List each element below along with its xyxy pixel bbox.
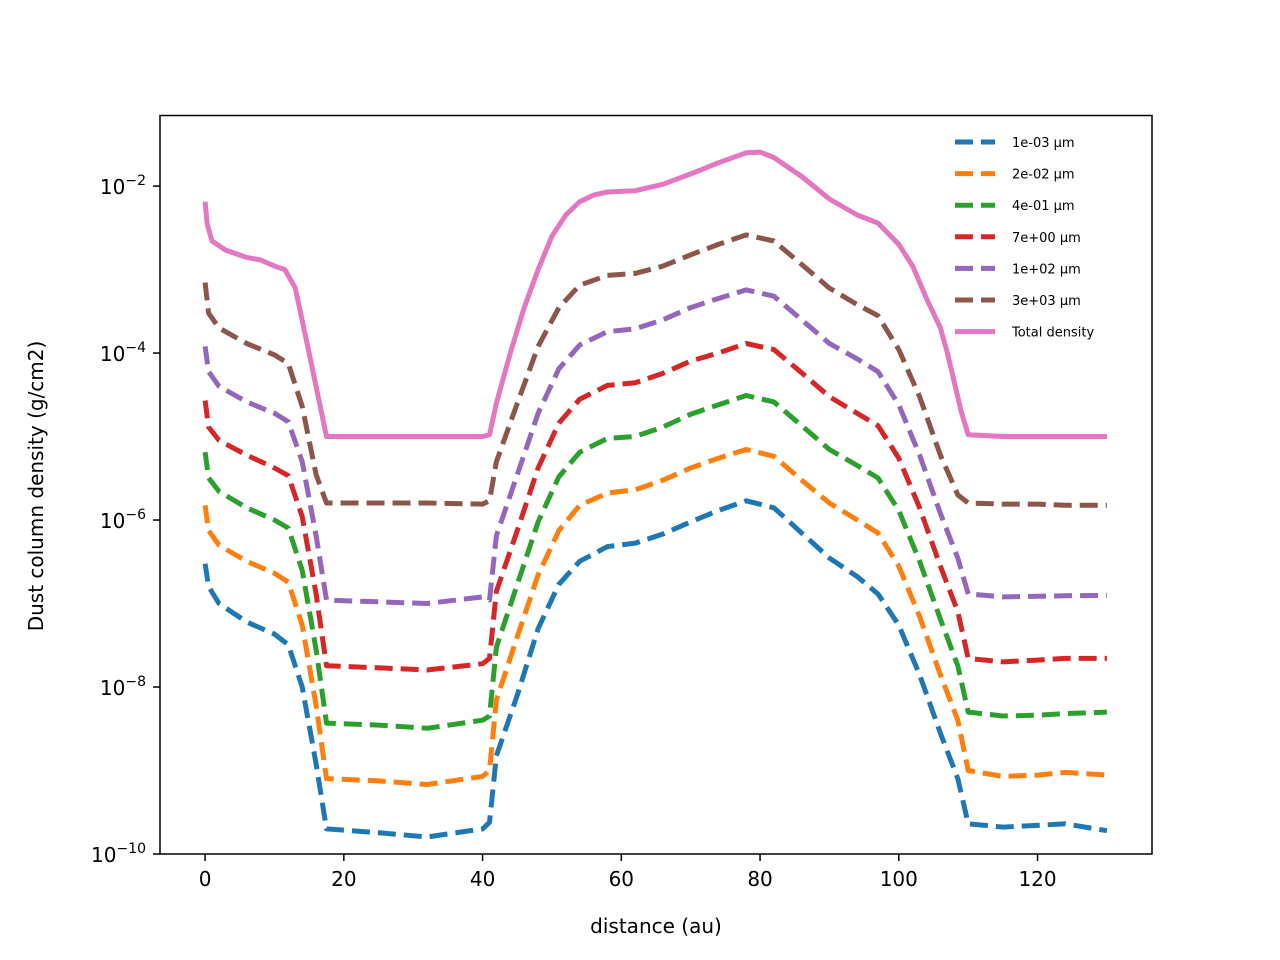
series-line-1 <box>202 447 1108 787</box>
legend: 1e-03 μm 2e-02 μm 4e-01 μm 7e+00 μm 1e+02 μm… <box>955 136 1094 341</box>
x-axis-ticks: 0 20 40 60 80 100 120 <box>199 854 1057 891</box>
legend-label-1: 2e-02 μm <box>1012 168 1075 183</box>
series-line-3 <box>202 341 1107 673</box>
y-tick-label: 10−2 <box>100 173 146 199</box>
legend-label-6: Total density <box>1011 326 1094 341</box>
y-axis-label: Dust column density (g/cm2) <box>24 341 48 632</box>
x-tick-label: 80 <box>747 867 772 891</box>
y-axis-ticks: 10−10 10−8 10−6 10−4 10−2 <box>91 173 160 867</box>
x-axis-label: distance (au) <box>590 914 722 938</box>
x-tick-label: 40 <box>470 867 495 891</box>
series-line-4 <box>202 287 1107 606</box>
legend-label-5: 3e+03 μm <box>1012 294 1081 309</box>
legend-label-2: 4e-01 μm <box>1012 199 1075 214</box>
x-tick-label: 120 <box>1018 867 1056 891</box>
legend-label-3: 7e+00 μm <box>1012 231 1081 246</box>
series-line-6 <box>202 149 1107 439</box>
legend-label-4: 1e+02 μm <box>1012 262 1081 277</box>
y-tick-label: 10−4 <box>100 340 146 366</box>
series-line-2 <box>202 393 1107 731</box>
x-tick-label: 100 <box>880 867 918 891</box>
y-tick-label: 10−10 <box>91 841 146 867</box>
series-line-5 <box>202 232 1107 508</box>
series-layer <box>202 149 1108 840</box>
x-tick-label: 0 <box>199 867 212 891</box>
x-tick-label: 60 <box>609 867 634 891</box>
y-tick-label: 10−8 <box>100 674 146 700</box>
legend-label-0: 1e-03 μm <box>1012 136 1075 151</box>
y-tick-label: 10−6 <box>100 507 146 533</box>
x-tick-label: 20 <box>331 867 356 891</box>
plot-frame <box>159 114 1153 855</box>
